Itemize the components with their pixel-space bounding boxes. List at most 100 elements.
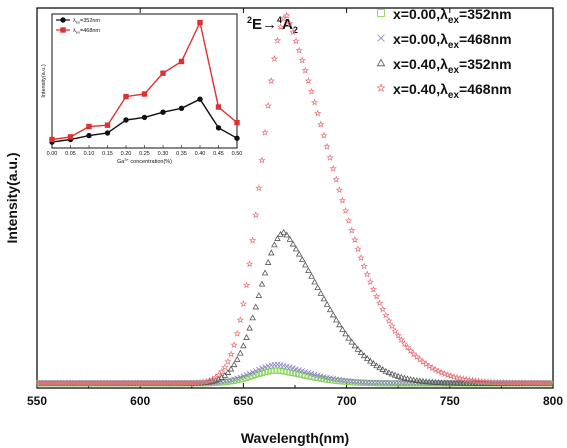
data-point-triangle (317, 289, 325, 296)
data-point-triangle (326, 306, 334, 313)
data-point-triangle (444, 379, 452, 386)
data-point-triangle (323, 300, 331, 307)
data-point-triangle (354, 345, 362, 352)
x-tick-label: 800 (543, 394, 563, 408)
data-point-circle (60, 17, 66, 23)
inset-chart: 0.00 0.05 0.10 0.15 0.20 0.25 0.30 0.35 0.40 0.45… (41, 13, 242, 165)
data-point-star (434, 367, 443, 375)
data-point-triangle (224, 369, 232, 375)
data-point-cross (234, 375, 241, 382)
data-point-star (245, 260, 254, 268)
data-point-star (409, 350, 418, 358)
data-point-square (271, 367, 278, 374)
data-point-star (440, 369, 449, 377)
data-point-square (197, 19, 203, 26)
data-point-triangle (295, 250, 303, 257)
annotation-sup-1: 2 (247, 15, 252, 25)
data-point-star (453, 373, 461, 381)
data-point-circle (104, 130, 111, 136)
annotation-sup-2: 4 (277, 15, 282, 25)
legend-prefix: x=0.40, (393, 56, 440, 72)
data-point-square (215, 104, 222, 110)
data-point-star (292, 37, 300, 45)
inset-legend-sub: ex (76, 20, 80, 25)
data-point-star (369, 285, 378, 293)
data-point-star (230, 341, 238, 349)
data-point-star (456, 374, 464, 382)
data-point-star (221, 363, 229, 371)
data-point-triangle (351, 342, 359, 349)
data-point-triangle (370, 360, 377, 366)
inset-x-tick-label: 0.35 (176, 151, 187, 157)
data-point-triangle (339, 325, 346, 332)
data-point-circle (141, 114, 148, 121)
data-point-star (468, 376, 477, 384)
data-point-square (123, 93, 129, 100)
data-point-star (388, 322, 396, 330)
inset-legend-entry: λex=352nm (73, 18, 100, 25)
data-point-triangle (404, 375, 411, 382)
inset-x-tick-label: 0.00 (47, 151, 58, 157)
data-point-star (255, 184, 263, 192)
data-point-cross (252, 367, 259, 374)
data-point-triangle (233, 355, 241, 362)
data-point-star (338, 196, 347, 204)
data-point-star (413, 352, 421, 361)
inset-x-tick-label: 0.20 (121, 151, 132, 157)
data-point-triangle (305, 267, 312, 273)
data-point-star (366, 278, 375, 286)
legend-lambda: λ (440, 6, 448, 22)
data-point-square (296, 371, 303, 378)
transition-annotation: 2E→4A2 (247, 15, 298, 35)
data-point-triangle (348, 338, 356, 345)
data-point-square (49, 136, 55, 143)
data-point-star (397, 335, 406, 343)
data-point-circle (234, 135, 240, 141)
inset-x-tick-label: 0.25 (139, 151, 150, 157)
data-point-star (360, 262, 368, 270)
data-point-triangle (435, 379, 442, 386)
data-point-triangle (258, 280, 266, 287)
data-point-triangle (230, 361, 238, 368)
data-point-cross (255, 366, 262, 373)
x-tick-label: 600 (130, 394, 150, 408)
data-point-triangle (363, 355, 371, 361)
inset-legend-lambda: λ (73, 18, 76, 24)
data-point-triangle (240, 342, 247, 349)
legend-prefix: x=0.00, (393, 6, 440, 22)
data-point-star (270, 54, 279, 62)
data-point-square (305, 373, 312, 380)
data-point-cross (240, 373, 247, 380)
data-point-triangle (302, 261, 309, 268)
data-point-triangle (407, 375, 414, 382)
data-point-square (160, 70, 166, 76)
data-point-cross (246, 370, 253, 377)
data-point-square (178, 58, 185, 65)
legend-entry: x=0.40,λex=352nm (393, 56, 512, 76)
data-point-square (255, 370, 262, 377)
data-point-triangle (243, 333, 250, 340)
inset-x-axis-label: Ga3+ concentration(%) (117, 157, 172, 165)
data-point-triangle (274, 235, 281, 241)
data-point-triangle (221, 371, 229, 378)
data-point-star (391, 327, 399, 335)
data-point-square (141, 91, 148, 97)
data-point-square (280, 368, 287, 375)
data-point-triangle (280, 228, 287, 235)
data-point-star (344, 216, 353, 224)
data-point-triangle (271, 241, 278, 248)
data-point-star (283, 11, 291, 19)
data-point-star (465, 376, 474, 384)
data-point-triangle (441, 379, 448, 386)
data-point-square (293, 370, 300, 377)
data-point-triangle (376, 364, 383, 371)
data-point-square (327, 377, 334, 384)
data-point-circle (178, 105, 185, 112)
data-point-star (310, 98, 319, 106)
legend-entry: x=0.40,λex=468nm (393, 81, 512, 101)
data-point-cross (259, 365, 265, 372)
inset-frame (51, 13, 238, 149)
main-plot-area: 550 600 650 700 750 800 Wavelength(nm) Intensit… (4, 7, 563, 446)
data-point-star (450, 372, 458, 381)
data-point-cross (262, 364, 268, 370)
